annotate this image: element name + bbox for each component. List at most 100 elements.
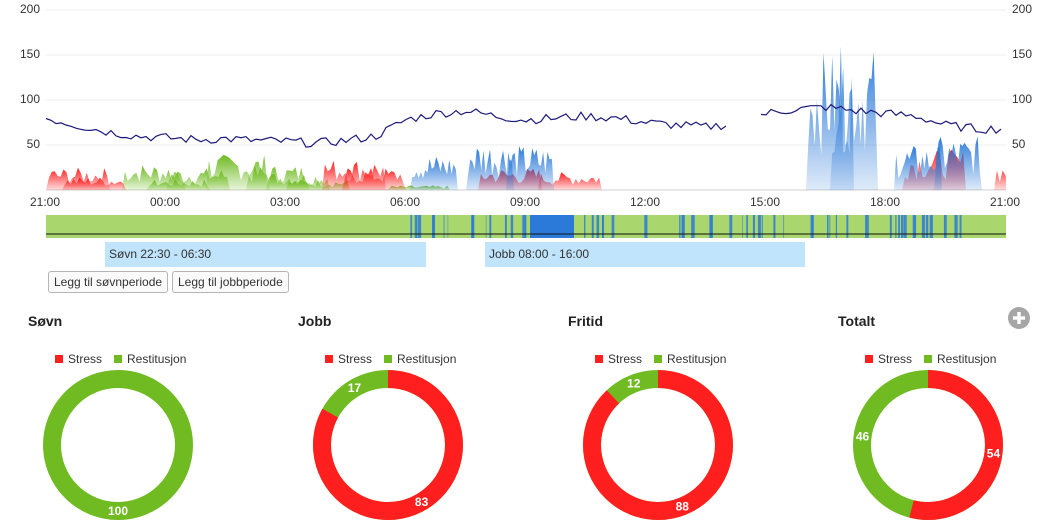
add-work-period-button[interactable]: Legg til jobbperiode	[172, 271, 289, 293]
legend-restitution-label: Restitusjon	[397, 352, 457, 366]
timeline-navigator[interactable]	[46, 215, 1006, 238]
stress-area-segment	[538, 172, 602, 190]
navigator-activity-mark	[410, 215, 413, 238]
navigator-activity-mark	[867, 215, 869, 238]
legend-total: Stress Restitusjon	[865, 352, 996, 366]
x-tick-label: 21:00	[990, 195, 1021, 209]
donut-chart-work: 83 17	[313, 370, 463, 520]
legend-item-restitution[interactable]: Restitusjon	[924, 352, 996, 366]
restitution-slice[interactable]	[43, 370, 193, 520]
x-tick-label: 00:00	[150, 195, 181, 209]
navigator-activity-mark	[471, 215, 474, 238]
navigator-activity-mark	[929, 215, 933, 238]
navigator-activity-mark	[898, 215, 900, 238]
stress-slice[interactable]	[853, 370, 1003, 520]
navigator-activity-mark	[681, 215, 685, 238]
navigator-activity-mark	[596, 215, 600, 238]
legend-stress-label: Stress	[338, 352, 373, 366]
navigator-activity-mark	[829, 215, 831, 238]
restitution-value-label: 46	[856, 430, 870, 444]
navigator-activity-mark	[417, 215, 422, 238]
legend-item-stress[interactable]: Stress	[55, 352, 102, 366]
legend-item-stress[interactable]: Stress	[865, 352, 912, 366]
navigator-activity-mark	[443, 215, 445, 238]
work-period-bar[interactable]: Jobb 08:00 - 16:00	[485, 242, 805, 267]
legend-stress-label: Stress	[68, 352, 103, 366]
legend-item-stress[interactable]: Stress	[595, 352, 642, 366]
x-tick-label: 06:00	[390, 195, 421, 209]
navigator-activity-mark	[846, 215, 849, 238]
navigator-activity-mark	[746, 215, 748, 238]
heart-rate-series-line	[45, 103, 1002, 148]
navigator-activity-mark	[810, 215, 814, 238]
summary-title-leisure: Fritid	[568, 313, 603, 329]
navigator-activity-mark	[889, 215, 892, 238]
aktivitet-area-segment	[410, 157, 458, 190]
navigator-activity-mark	[710, 215, 712, 238]
legend-restitution-label: Restitusjon	[667, 352, 727, 366]
y-tick-label: 50	[26, 137, 40, 151]
aktivitet-area-segment	[466, 148, 514, 190]
plus-circle-icon[interactable]	[1008, 307, 1030, 329]
navigator-activity-mark	[522, 215, 526, 238]
navigator-activity-mark	[925, 215, 929, 238]
y-tick-label: 50	[1012, 137, 1026, 151]
navigator-activity-mark	[921, 215, 925, 238]
navigator-activity-mark	[757, 215, 761, 238]
navigator-activity-mark	[729, 215, 733, 238]
legend-item-restitution[interactable]: Restitusjon	[654, 352, 726, 366]
y-tick-label: 100	[1012, 92, 1033, 106]
navigator-activity-mark	[611, 215, 615, 238]
stress-slice[interactable]	[583, 370, 733, 520]
navigator-activity-block	[530, 215, 574, 238]
navigator-activity-mark	[510, 215, 514, 238]
legend-stress-label: Stress	[608, 352, 643, 366]
sleep-period-bar[interactable]: Søvn 22:30 - 06:30	[105, 242, 426, 267]
navigator-activity-mark	[783, 215, 785, 238]
legend-item-restitution[interactable]: Restitusjon	[384, 352, 456, 366]
x-tick-label: 15:00	[750, 195, 781, 209]
stress-slice[interactable]	[313, 370, 463, 520]
aktivitet-area-segment	[934, 136, 982, 190]
summary-title-work: Jobb	[298, 313, 332, 329]
navigator-activity-mark	[489, 215, 492, 238]
x-tick-label: 09:00	[510, 195, 541, 209]
navigator-activity-mark	[943, 215, 946, 238]
stress-area-segment	[342, 168, 406, 190]
restitution-value-label: 12	[627, 377, 641, 391]
summary-title-sleep: Søvn	[28, 313, 63, 329]
navigator-activity-mark	[709, 215, 711, 238]
legend-item-restitution[interactable]: Restitusjon	[114, 352, 186, 366]
chart-areas	[46, 46, 1006, 191]
navigator-activity-mark	[773, 215, 776, 238]
x-tick-label: 12:00	[630, 195, 661, 209]
navigator-activity-mark	[691, 215, 693, 238]
navigator-activity-mark	[865, 215, 868, 238]
navigator-activity-mark	[447, 215, 449, 238]
y-tick-label: 200	[1012, 2, 1033, 16]
navigator-activity-mark	[747, 215, 748, 238]
heart-rate-line	[45, 103, 1002, 148]
y-tick-label: 150	[19, 47, 40, 61]
donut-chart-sleep: 100	[43, 370, 193, 520]
x-tick-label: 03:00	[270, 195, 301, 209]
legend-restitution-label: Restitusjon	[937, 352, 997, 366]
legend-stress-label: Stress	[878, 352, 913, 366]
navigator-activity-mark	[504, 215, 507, 238]
legend-item-stress[interactable]: Stress	[325, 352, 372, 366]
stress-area-segment	[994, 164, 1006, 190]
navigator-activity-mark	[416, 215, 418, 238]
navigator-activity-mark	[710, 215, 713, 238]
aktivitet-area-segment	[894, 146, 942, 190]
navigator-activity-mark	[679, 215, 681, 238]
navigator-activity-mark	[959, 215, 962, 238]
navigator-activity-mark	[914, 215, 916, 238]
legend-work: Stress Restitusjon	[325, 352, 456, 366]
navigator-activity-mark	[644, 215, 648, 238]
legend-sleep: Stress Restitusjon	[55, 352, 186, 366]
aktivitet-area-segment	[830, 46, 878, 191]
navigator-activity-mark	[752, 215, 756, 238]
navigator-activity-mark	[826, 215, 829, 238]
add-sleep-period-button[interactable]: Legg til søvnperiode	[48, 271, 169, 293]
navigator-activity-mark	[903, 215, 907, 238]
